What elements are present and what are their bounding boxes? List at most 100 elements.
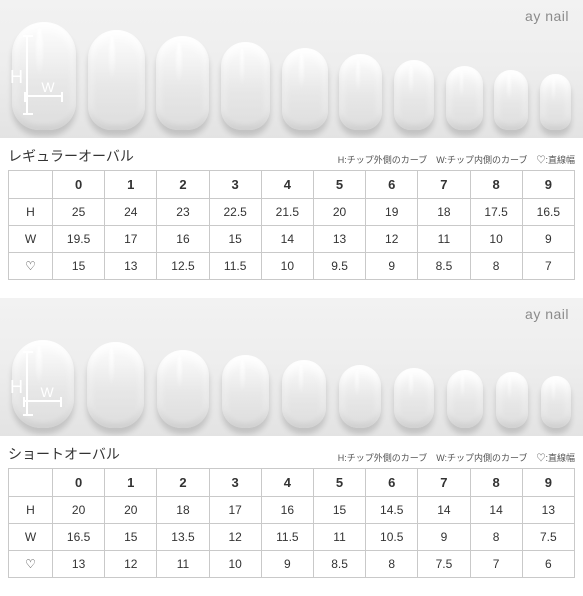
size-cell: 11.5 bbox=[261, 524, 313, 551]
table-row: H25242322.521.520191817.516.5 bbox=[9, 199, 575, 226]
size-cell: 10 bbox=[209, 551, 261, 578]
size-cell: 11 bbox=[157, 551, 209, 578]
size-cell: 9 bbox=[522, 226, 574, 253]
col-header: 7 bbox=[418, 171, 470, 199]
size-cell: 15 bbox=[105, 524, 157, 551]
nail-tip bbox=[446, 66, 483, 130]
col-header: 0 bbox=[53, 171, 105, 199]
col-header: 3 bbox=[209, 469, 261, 497]
size-cell: 12 bbox=[105, 551, 157, 578]
nail-tip bbox=[282, 360, 326, 428]
size-cell: 19 bbox=[366, 199, 418, 226]
nail-row: HW bbox=[12, 22, 571, 130]
nail-photo-block: ay nailHW bbox=[0, 0, 583, 138]
size-cell: 10.5 bbox=[366, 524, 418, 551]
section-header: ショートオーバルH:チップ外側のカーブ W:チップ内側のカーブ ♡:直線幅 bbox=[0, 436, 583, 468]
row-label: ♡ bbox=[9, 551, 53, 578]
size-cell: 13 bbox=[313, 226, 365, 253]
col-header: 4 bbox=[261, 469, 313, 497]
legend-text: H:チップ外側のカーブ W:チップ内側のカーブ ♡:直線幅 bbox=[338, 153, 575, 166]
size-cell: 11 bbox=[418, 226, 470, 253]
size-cell: 20 bbox=[313, 199, 365, 226]
size-cell: 10 bbox=[261, 253, 313, 280]
size-cell: 18 bbox=[157, 497, 209, 524]
overlay-H-label: H bbox=[10, 377, 23, 398]
row-label: W bbox=[9, 524, 53, 551]
col-header: 9 bbox=[522, 469, 574, 497]
size-cell: 16.5 bbox=[522, 199, 574, 226]
shape-title: レギュラーオーバル bbox=[8, 146, 134, 166]
nail-tip bbox=[339, 54, 382, 130]
nail-tip bbox=[157, 350, 209, 428]
col-header: 3 bbox=[209, 171, 261, 199]
nail-photo-block: ay nail HW bbox=[0, 298, 583, 436]
section-header: レギュラーオーバル H:チップ外側のカーブ W:チップ内側のカーブ ♡:直線幅 bbox=[0, 138, 583, 170]
size-cell: 12 bbox=[366, 226, 418, 253]
size-cell: 20 bbox=[53, 497, 105, 524]
size-cell: 16.5 bbox=[53, 524, 105, 551]
size-cell: 9.5 bbox=[313, 253, 365, 280]
nail-tip bbox=[447, 370, 483, 428]
nail-tip bbox=[87, 342, 144, 428]
overlay-H-label: H bbox=[10, 67, 23, 88]
size-cell: 14 bbox=[261, 226, 313, 253]
shape-title: ショートオーバル bbox=[8, 444, 120, 464]
size-cell: 13 bbox=[53, 551, 105, 578]
overlay-W-label: W bbox=[41, 79, 54, 95]
table-row: W19.517161514131211109 bbox=[9, 226, 575, 253]
col-header: 2 bbox=[157, 469, 209, 497]
size-cell: 9 bbox=[418, 524, 470, 551]
size-cell: 19.5 bbox=[53, 226, 105, 253]
size-cell: 25 bbox=[53, 199, 105, 226]
size-cell: 12.5 bbox=[157, 253, 209, 280]
table-corner bbox=[9, 469, 53, 497]
table-corner bbox=[9, 171, 53, 199]
col-header: 8 bbox=[470, 171, 522, 199]
col-header: 8 bbox=[470, 469, 522, 497]
col-header: 7 bbox=[418, 469, 470, 497]
size-cell: 17.5 bbox=[470, 199, 522, 226]
size-cell: 18 bbox=[418, 199, 470, 226]
size-cell: 7 bbox=[522, 253, 574, 280]
size-cell: 10 bbox=[470, 226, 522, 253]
size-cell: 9 bbox=[366, 253, 418, 280]
col-header: 1 bbox=[105, 469, 157, 497]
nail-tip bbox=[394, 368, 434, 428]
size-cell: 14 bbox=[470, 497, 522, 524]
size-cell: 11.5 bbox=[209, 253, 261, 280]
row-label: ♡ bbox=[9, 253, 53, 280]
size-cell: 11 bbox=[313, 524, 365, 551]
size-table: 0123456789H25242322.521.520191817.516.5W… bbox=[8, 170, 575, 280]
size-cell: 15 bbox=[313, 497, 365, 524]
size-cell: 6 bbox=[522, 551, 574, 578]
size-cell: 14.5 bbox=[366, 497, 418, 524]
nail-tip bbox=[156, 36, 209, 130]
size-cell: 17 bbox=[105, 226, 157, 253]
nail-tip bbox=[541, 376, 571, 428]
col-header: 1 bbox=[105, 171, 157, 199]
brand-label: ay nail bbox=[525, 306, 569, 322]
size-cell: 15 bbox=[53, 253, 105, 280]
size-cell: 7 bbox=[470, 551, 522, 578]
size-cell: 24 bbox=[105, 199, 157, 226]
size-cell: 8.5 bbox=[418, 253, 470, 280]
size-cell: 23 bbox=[157, 199, 209, 226]
size-cell: 9 bbox=[261, 551, 313, 578]
size-cell: 16 bbox=[157, 226, 209, 253]
col-header: 6 bbox=[366, 171, 418, 199]
size-cell: 16 bbox=[261, 497, 313, 524]
nail-tip bbox=[540, 74, 571, 130]
col-header: 9 bbox=[522, 171, 574, 199]
size-cell: 7.5 bbox=[418, 551, 470, 578]
nail-tip: HW bbox=[12, 340, 74, 428]
size-cell: 13 bbox=[522, 497, 574, 524]
nail-tip bbox=[282, 48, 328, 130]
size-cell: 8 bbox=[470, 524, 522, 551]
size-cell: 12 bbox=[209, 524, 261, 551]
col-header: 6 bbox=[366, 469, 418, 497]
size-cell: 22.5 bbox=[209, 199, 261, 226]
size-cell: 7.5 bbox=[522, 524, 574, 551]
size-cell: 15 bbox=[209, 226, 261, 253]
size-cell: 17 bbox=[209, 497, 261, 524]
nail-tip bbox=[221, 42, 270, 130]
